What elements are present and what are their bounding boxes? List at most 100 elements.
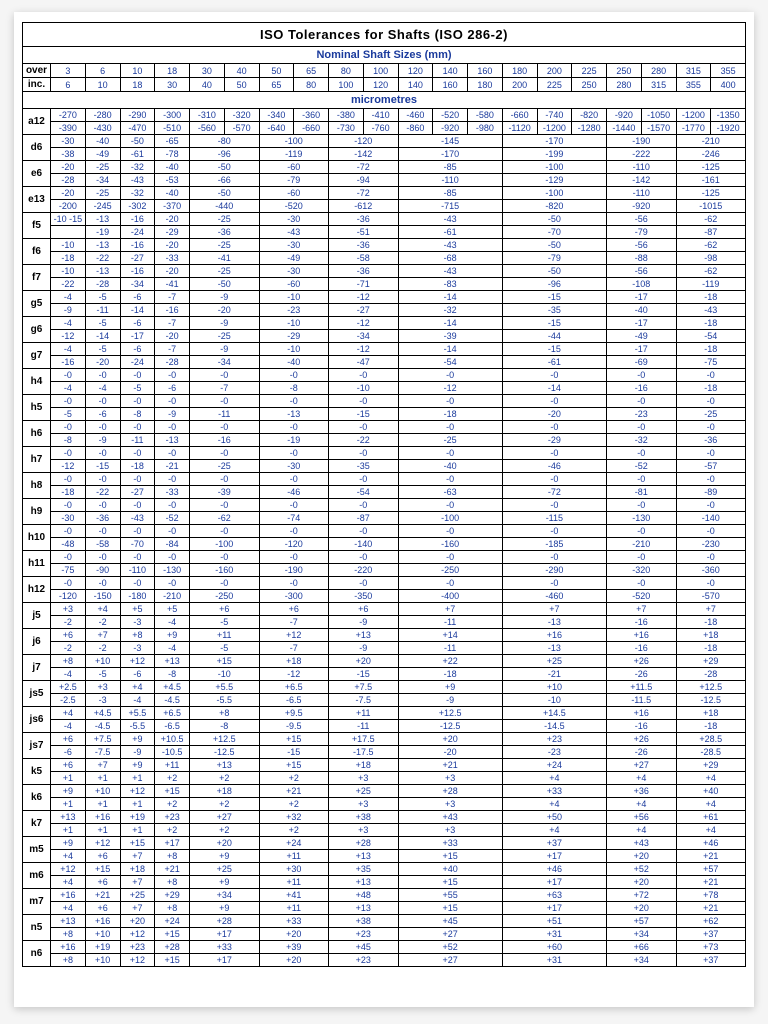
lower-dev: -43 [676, 304, 746, 317]
upper-dev: +7 [502, 603, 606, 616]
size-col: 30 [190, 64, 225, 78]
lower-dev: +8 [51, 928, 86, 941]
upper-dev: +13 [190, 759, 260, 772]
tolerance-class-h8: h8 [23, 473, 51, 499]
lower-dev: +6 [85, 876, 120, 889]
upper-dev: +19 [120, 811, 155, 824]
size-col: 315 [676, 64, 711, 78]
lower-dev: -96 [190, 148, 260, 161]
upper-dev: +9 [120, 733, 155, 746]
upper-dev: +10 [85, 655, 120, 668]
upper-dev: -18 [676, 291, 746, 304]
lower-dev: -142 [329, 148, 399, 161]
upper-dev: +45 [398, 915, 502, 928]
upper-dev: -17 [607, 317, 677, 330]
lower-dev: +3 [329, 824, 399, 837]
lower-dev: -520 [607, 590, 677, 603]
upper-dev: -32 [120, 187, 155, 200]
lower-dev: -13 [502, 642, 606, 655]
upper-dev: +73 [676, 941, 746, 954]
lower-dev: +4 [502, 824, 606, 837]
lower-dev: -7 [190, 382, 260, 395]
upper-dev: -50 [502, 239, 606, 252]
lower-dev: -185 [502, 538, 606, 551]
upper-dev: +18 [190, 785, 260, 798]
upper-dev: +16 [85, 915, 120, 928]
lower-dev: -12 [398, 382, 502, 395]
size-col: 6 [51, 78, 86, 92]
lower-dev: -9.5 [259, 720, 329, 733]
lower-dev: +20 [259, 928, 329, 941]
upper-dev: +52 [398, 941, 502, 954]
upper-dev: -1050 [641, 109, 676, 122]
upper-dev: -0 [676, 369, 746, 382]
upper-dev: -0 [607, 551, 677, 564]
tolerance-class-h6: h6 [23, 421, 51, 447]
upper-dev: +62 [676, 915, 746, 928]
lower-dev: -26 [607, 668, 677, 681]
upper-dev: +20 [190, 837, 260, 850]
upper-dev: -0 [85, 577, 120, 590]
upper-dev: -56 [607, 239, 677, 252]
upper-dev: -7 [155, 291, 190, 304]
lower-dev: -49 [259, 252, 329, 265]
upper-dev: -120 [329, 135, 399, 148]
lower-dev: -79 [607, 226, 677, 239]
upper-dev: -0 [120, 447, 155, 460]
lower-dev: -4.5 [85, 720, 120, 733]
lower-dev: -7.5 [329, 694, 399, 707]
lower-dev: -41 [190, 252, 260, 265]
lower-dev: -30 [51, 512, 86, 525]
lower-dev: +8 [51, 954, 86, 967]
upper-dev: +23 [155, 811, 190, 824]
lower-dev: -11 [120, 434, 155, 447]
lower-dev: -53 [155, 174, 190, 187]
upper-dev: -13 [85, 213, 120, 226]
upper-dev: +6.5 [155, 707, 190, 720]
upper-dev: -0 [259, 525, 329, 538]
lower-dev: -3 [120, 642, 155, 655]
lower-dev: -66 [190, 174, 260, 187]
lower-dev: -5.5 [120, 720, 155, 733]
lower-dev: +7 [120, 850, 155, 863]
upper-dev: -32 [120, 161, 155, 174]
lower-dev: -16 [155, 304, 190, 317]
lower-dev: -4 [85, 382, 120, 395]
upper-dev: +33 [398, 837, 502, 850]
lower-dev: -81 [607, 486, 677, 499]
lower-dev: -180 [120, 590, 155, 603]
lower-dev: -54 [398, 356, 502, 369]
lower-dev: -29 [259, 330, 329, 343]
lower-dev: -6.5 [259, 694, 329, 707]
upper-dev: -0 [190, 551, 260, 564]
upper-dev: -5 [85, 317, 120, 330]
upper-dev: -4 [51, 317, 86, 330]
upper-dev: +14 [398, 629, 502, 642]
tolerance-class-h9: h9 [23, 499, 51, 525]
upper-dev: +12 [51, 863, 86, 876]
upper-dev: -62 [676, 239, 746, 252]
upper-dev: -1350 [711, 109, 746, 122]
lower-dev: -250 [190, 590, 260, 603]
lower-dev: +6 [85, 902, 120, 915]
size-col: 315 [641, 78, 676, 92]
lower-dev: +8 [155, 850, 190, 863]
lower-dev: +12 [120, 954, 155, 967]
lower-dev: +11 [259, 876, 329, 889]
size-col: 18 [155, 64, 190, 78]
lower-dev: -70 [120, 538, 155, 551]
upper-dev: -0 [51, 499, 86, 512]
upper-dev: -0 [190, 369, 260, 382]
lower-dev: -2 [51, 616, 86, 629]
lower-dev: -17 [120, 330, 155, 343]
lower-dev: -119 [676, 278, 746, 291]
size-col: 160 [433, 78, 468, 92]
upper-dev: +25 [120, 889, 155, 902]
lower-dev: -13 [259, 408, 329, 421]
lower-dev: -72 [502, 486, 606, 499]
upper-dev: -20 [51, 161, 86, 174]
lower-dev: -7 [259, 616, 329, 629]
lower-dev: -40 [398, 460, 502, 473]
upper-dev: -0 [676, 447, 746, 460]
upper-dev: -520 [433, 109, 468, 122]
